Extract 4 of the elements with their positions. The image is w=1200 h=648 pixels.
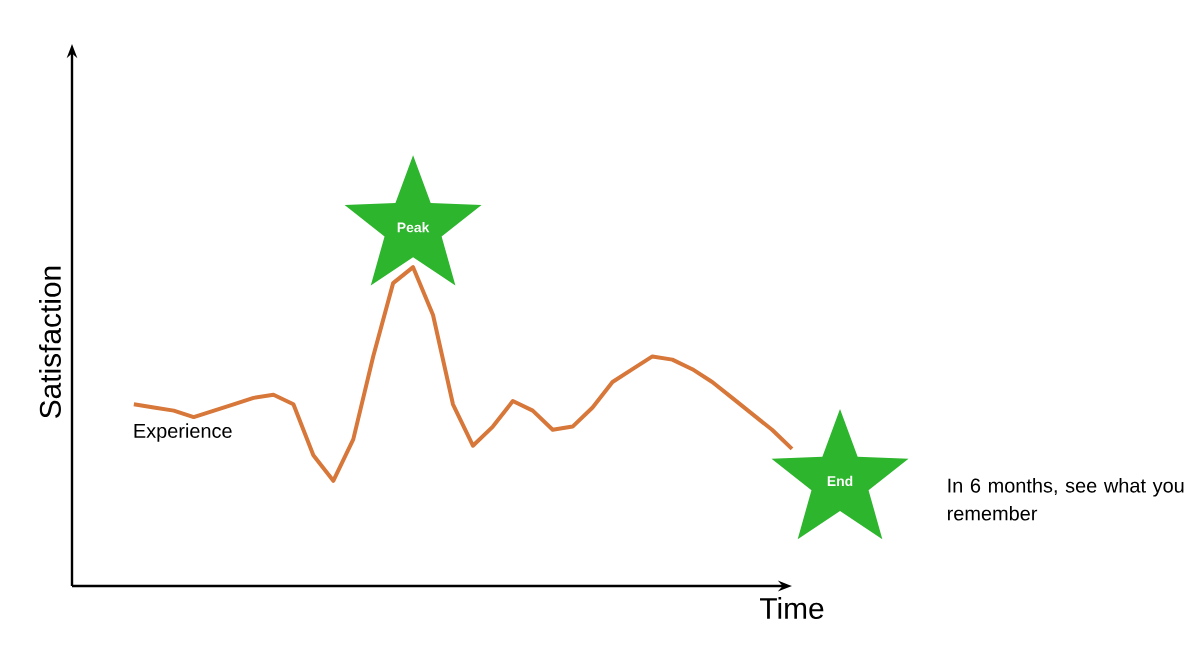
text: In 6 months, see what you remember [947,478,1184,521]
annotation: Experience [134,423,232,442]
y-axis-title: Satisfaction [39,266,61,419]
x-axis-title: Time [760,597,824,619]
